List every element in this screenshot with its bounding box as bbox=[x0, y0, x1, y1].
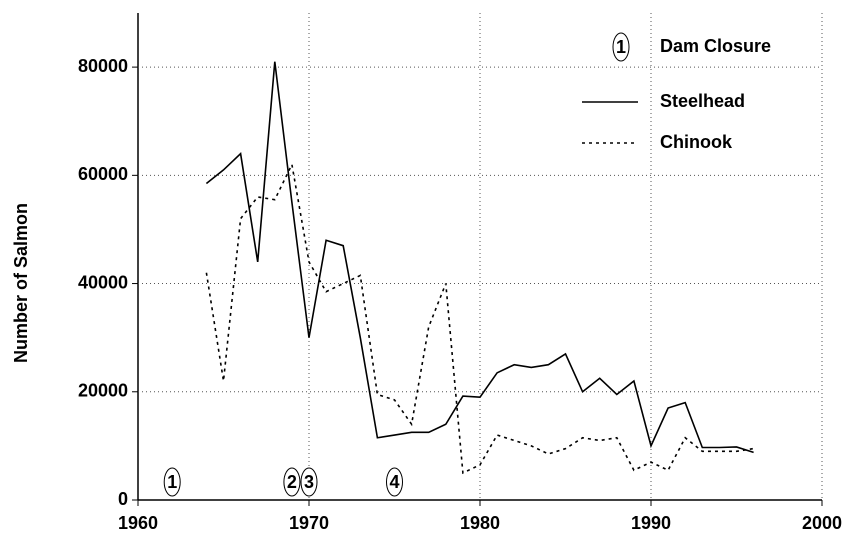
y-tick-label: 60000 bbox=[78, 164, 128, 184]
x-tick-label: 2000 bbox=[802, 513, 842, 533]
x-tick-label: 1970 bbox=[289, 513, 329, 533]
y-tick-label: 0 bbox=[118, 489, 128, 509]
y-tick-label: 80000 bbox=[78, 56, 128, 76]
dam-closure-marker bbox=[300, 467, 318, 497]
x-tick-label: 1990 bbox=[631, 513, 671, 533]
dam-closure-label: 2 bbox=[287, 472, 297, 492]
legend-oval-label: 1 bbox=[616, 37, 626, 57]
legend-label: Dam Closure bbox=[660, 36, 771, 56]
dam-closure-label: 4 bbox=[389, 472, 399, 492]
legend-label: Steelhead bbox=[660, 91, 745, 111]
y-tick-label: 20000 bbox=[78, 381, 128, 401]
legend-oval bbox=[612, 32, 630, 62]
x-tick-label: 1960 bbox=[118, 513, 158, 533]
series-line bbox=[205, 61, 754, 454]
series-line bbox=[205, 161, 754, 475]
dam-closure-marker bbox=[386, 467, 403, 497]
y-tick-label: 40000 bbox=[78, 272, 128, 292]
dam-closure-marker bbox=[163, 467, 181, 497]
x-tick-label: 1980 bbox=[460, 513, 500, 533]
dam-closure-label: 1 bbox=[167, 472, 177, 492]
legend-label: Chinook bbox=[660, 132, 733, 152]
dam-closure-label: 3 bbox=[304, 472, 314, 492]
dam-closure-marker bbox=[283, 467, 301, 497]
y-axis-label: Number of Salmon bbox=[11, 203, 31, 363]
